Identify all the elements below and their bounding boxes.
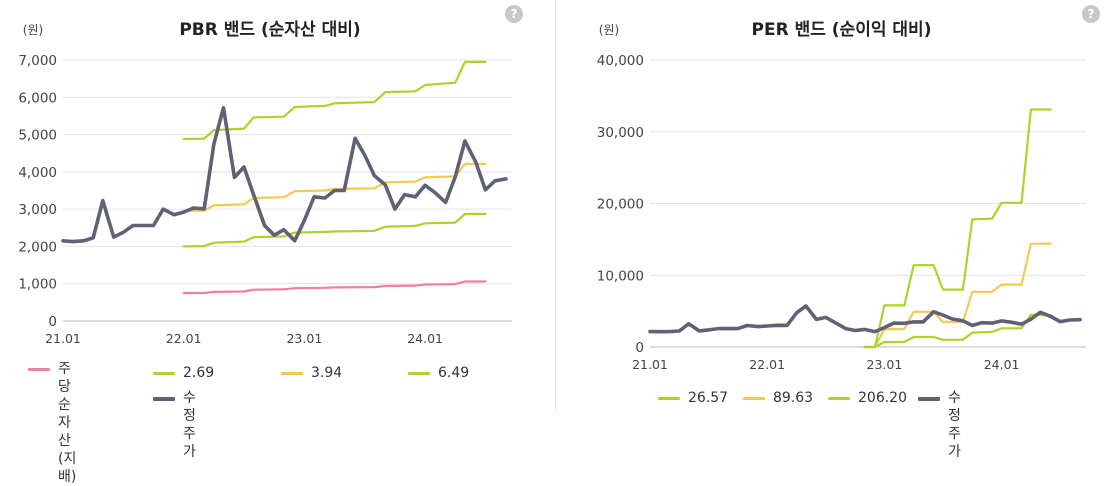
y-tick-label: 0 [48,314,57,330]
y-unit-label: (원) [599,23,619,37]
per-band-chart: 0 10,000 20,000 30,000 40,000 (원) 21.01 22.01 23… [597,23,1086,372]
y-tick-label: 20,000 [597,197,644,213]
series-line-1 [863,242,1052,349]
x-tick-label: 23.01 [867,357,903,372]
legend-swatch [408,372,430,375]
series-line-0 [182,280,487,295]
series-line-2 [863,108,1052,349]
legend-swatch [28,368,50,371]
y-tick-label: 0 [635,340,644,356]
legend-swatch [828,397,850,400]
x-tick-label: 21.01 [45,331,81,346]
legend-swatch [743,397,765,400]
y-tick-label: 4,000 [18,165,57,181]
legend-item[interactable]: 6.49 [408,364,469,382]
legend-item[interactable]: 89.63 [743,389,813,407]
legend-label: 6.49 [438,365,470,381]
legend-swatch [918,397,940,401]
legend-item[interactable]: 26.57 [658,389,728,407]
legend-item[interactable]: 3.94 [281,364,342,382]
legend-item[interactable]: 수정주가 [153,389,196,461]
legend-item[interactable]: 주당순자 산(지배) [28,360,76,486]
y-tick-label: 10,000 [597,268,644,284]
legend-label: 3.94 [311,365,343,381]
series-line-0 [863,313,1052,349]
legend-item[interactable]: 206.20 [828,389,907,407]
y-tick-label: 40,000 [597,53,644,69]
x-tick-label: 22.01 [166,331,202,346]
pbr-chart-title: PBR 밴드 (순자산 대비) [179,20,361,40]
x-tick-label: 24.01 [407,331,443,346]
legend-swatch [153,372,175,375]
y-tick-label: 5,000 [18,128,57,144]
series-line-3 [648,304,1082,334]
legend-swatch [658,397,680,400]
x-tick-label: 24.01 [984,357,1020,372]
pbr-band-chart: 0 1,000 2,000 3,000 4,000 5,000 6,000 7,000 (원) 2… [18,23,512,346]
legend-label: 26.57 [688,390,729,406]
x-tick-label: 23.01 [286,331,322,346]
series-line-2 [182,162,487,213]
legend-label: 206.20 [858,390,907,406]
legend-label: 주당순자 산(지배) [58,361,77,485]
legend-item[interactable]: 2.69 [153,364,214,382]
y-tick-label: 2,000 [18,239,57,255]
legend-swatch [281,372,303,375]
series-line-4 [61,105,508,244]
per-band-panel: PER 밴드 (순이익 대비) ? 0 10,000 20,000 30,000 40,… [570,0,1113,460]
legend-label: 수정주가 [183,390,196,460]
x-tick-label: 21.01 [632,357,668,372]
legend-swatch [153,397,175,401]
y-tick-label: 3,000 [18,202,57,218]
legend-label: 2.69 [183,365,215,381]
series-line-3 [182,60,487,141]
question-circle-icon[interactable]: ? [1082,5,1100,23]
y-tick-label: 7,000 [18,53,57,69]
legend-item[interactable]: 수정주가 [918,389,961,461]
per-chart-title: PER 밴드 (순이익 대비) [751,20,932,40]
panel-divider [555,0,556,413]
y-tick-label: 30,000 [597,125,644,141]
y-tick-label: 6,000 [18,90,57,106]
legend-label: 수정주가 [948,390,961,460]
series-line-1 [182,212,487,248]
x-tick-label: 22.01 [749,357,785,372]
y-unit-label: (원) [23,23,43,37]
legend-label: 89.63 [773,390,814,406]
pbr-band-panel: PBR 밴드 (순자산 대비) ? 0 1,000 2,000 3,000 4,000 5… [0,0,540,485]
y-tick-label: 1,000 [18,277,57,293]
question-circle-icon[interactable]: ? [505,5,523,23]
